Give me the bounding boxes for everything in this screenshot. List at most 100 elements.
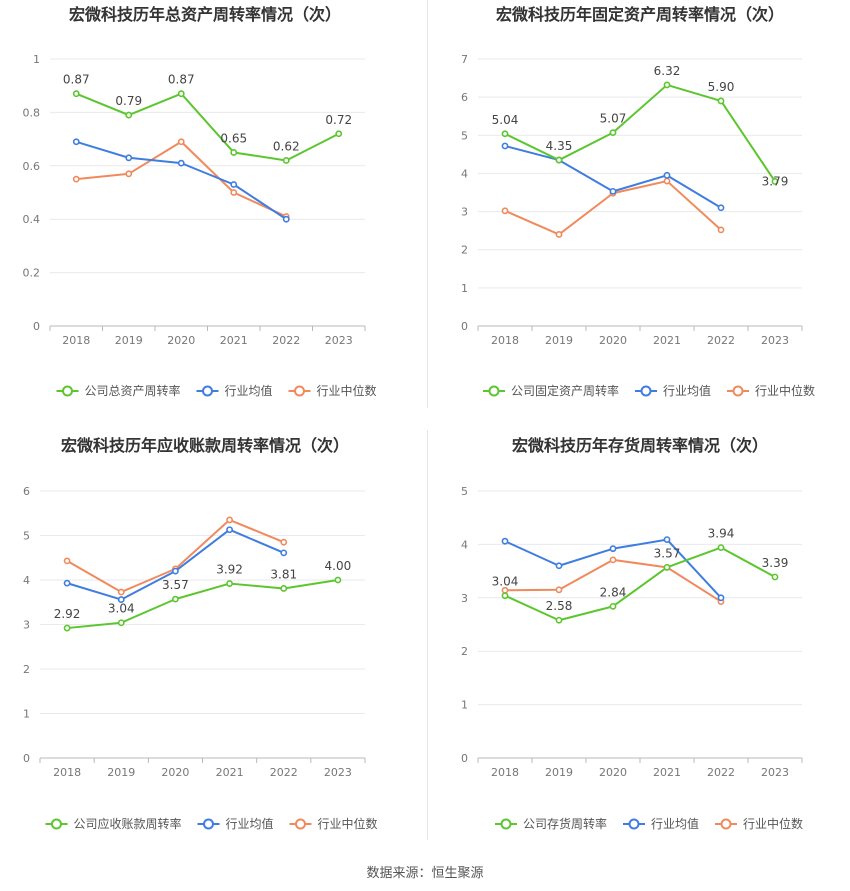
y-tick-label: 1	[461, 282, 468, 295]
data-label: 3.04	[492, 575, 519, 589]
data-point	[230, 149, 238, 156]
x-tick-label: 2018	[62, 334, 90, 347]
data-point	[663, 171, 671, 179]
legend-item-industry-average[interactable]: 行业均值	[623, 816, 699, 831]
legend-label: 公司应收账款周转率	[74, 816, 182, 831]
legend-marker-icon	[488, 385, 500, 397]
data-label: 3.81	[270, 567, 297, 581]
data-point	[172, 567, 179, 575]
data-point	[609, 602, 617, 610]
y-tick-label: 3	[461, 592, 468, 605]
data-label: 5.04	[492, 113, 519, 127]
x-tick-label: 2019	[545, 334, 573, 347]
panel-divider	[427, 430, 428, 840]
data-point	[282, 157, 290, 164]
data-source-footer: 数据来源：恒生聚源	[366, 866, 484, 881]
legend-item-industry-average[interactable]: 行业均值	[196, 383, 273, 398]
data-label: 3.92	[216, 563, 243, 577]
x-tick-label: 2020	[161, 766, 189, 779]
chart-panel-1: 宏微科技历年总资产周转率情况（次） 0 0.2 0.4 0.6 0.8 1 2018 2019 2…	[23, 5, 377, 398]
data-point	[501, 130, 509, 138]
chart-title: 宏微科技历年存货周转率情况（次）	[512, 436, 768, 455]
data-point	[72, 90, 80, 98]
data-point	[282, 215, 290, 223]
x-tick-label: 2022	[270, 766, 298, 779]
data-label: 5.07	[600, 112, 627, 126]
data-point	[63, 557, 71, 565]
data-label: 3.57	[162, 578, 189, 592]
data-point	[663, 81, 671, 89]
legend-marker-icon	[295, 818, 306, 830]
data-point	[117, 588, 125, 596]
data-label: 2.84	[600, 585, 627, 599]
y-tick-label: 0	[461, 752, 468, 765]
data-point	[72, 175, 80, 183]
legend-marker-icon	[202, 385, 213, 397]
data-point	[226, 526, 233, 534]
legend-marker-icon	[732, 385, 744, 397]
legend-label: 行业中位数	[317, 383, 377, 398]
legend-item-industry-average[interactable]: 行业均值	[635, 383, 711, 398]
x-tick-label: 2018	[53, 766, 81, 779]
data-point	[335, 130, 343, 138]
y-tick-label: 0	[461, 320, 468, 333]
data-label: 3.94	[708, 527, 735, 541]
data-label: 5.90	[708, 80, 735, 94]
legend-marker-icon	[203, 818, 214, 830]
legend-item-industry-average[interactable]: 行业均值	[197, 816, 274, 831]
data-label: 0.72	[325, 113, 352, 127]
chart-title: 宏微科技历年应收账款周转率情况（次）	[61, 436, 349, 455]
legend-label: 行业中位数	[318, 816, 378, 831]
data-point	[226, 516, 233, 524]
x-tick-label: 2018	[491, 766, 519, 779]
data-point	[177, 90, 185, 98]
data-point	[717, 97, 725, 105]
legend-label: 行业均值	[663, 383, 711, 398]
y-tick-label: 4	[461, 538, 468, 551]
y-tick-label: 0.4	[23, 213, 41, 226]
data-label: 0.87	[63, 73, 90, 87]
data-point	[501, 592, 509, 600]
data-point	[63, 624, 71, 632]
panel-divider	[427, 0, 428, 408]
chart-panel-2: 宏微科技历年固定资产周转率情况（次） 0 1 2 3 4 5 6 7 2018 2019 2020 20…	[461, 5, 815, 398]
y-tick-label: 6	[461, 91, 468, 104]
data-point	[172, 595, 179, 603]
legend-item-company[interactable]: 公司存货周转率	[495, 816, 607, 831]
data-point	[609, 187, 617, 195]
legend-marker-icon	[640, 385, 652, 397]
x-tick-label: 2018	[491, 334, 519, 347]
legend-item-company[interactable]: 公司固定资产周转率	[483, 383, 619, 398]
legend-marker-icon	[500, 818, 512, 830]
data-label: 3.57	[654, 546, 681, 560]
data-point	[501, 142, 509, 150]
legend-item-industry-median[interactable]: 行业中位数	[715, 816, 803, 831]
legend-marker-icon	[720, 818, 732, 830]
chart-title: 宏微科技历年总资产周转率情况（次）	[69, 5, 341, 24]
data-point	[501, 207, 509, 215]
y-tick-label: 6	[23, 485, 30, 498]
y-tick-label: 0	[33, 320, 40, 333]
y-tick-label: 3	[23, 619, 30, 632]
data-label: 2.58	[546, 599, 573, 613]
y-tick-label: 2	[461, 244, 468, 257]
data-point	[609, 556, 617, 564]
y-tick-label: 0.2	[23, 267, 41, 280]
legend-item-industry-median[interactable]: 行业中位数	[289, 816, 378, 831]
series-line-company	[75, 92, 340, 162]
chart-canvas: 宏微科技历年总资产周转率情况（次） 0 0.2 0.4 0.6 0.8 1 2018 2019 2…	[23, 5, 816, 831]
legend-label: 行业中位数	[755, 383, 815, 398]
data-point	[280, 585, 288, 592]
x-tick-label: 2022	[272, 334, 300, 347]
data-point	[63, 579, 71, 587]
y-tick-label: 1	[23, 708, 30, 721]
data-point	[555, 586, 563, 594]
legend-marker-icon	[62, 385, 73, 397]
legend-item-company[interactable]: 公司应收账款周转率	[45, 816, 182, 831]
x-tick-label: 2022	[707, 766, 735, 779]
legend-item-company[interactable]: 公司总资产周转率	[56, 383, 181, 398]
y-tick-label: 7	[461, 53, 468, 66]
legend-item-industry-median[interactable]: 行业中位数	[288, 383, 377, 398]
series-line-industry-average	[75, 140, 287, 221]
legend-item-industry-median[interactable]: 行业中位数	[727, 383, 815, 398]
